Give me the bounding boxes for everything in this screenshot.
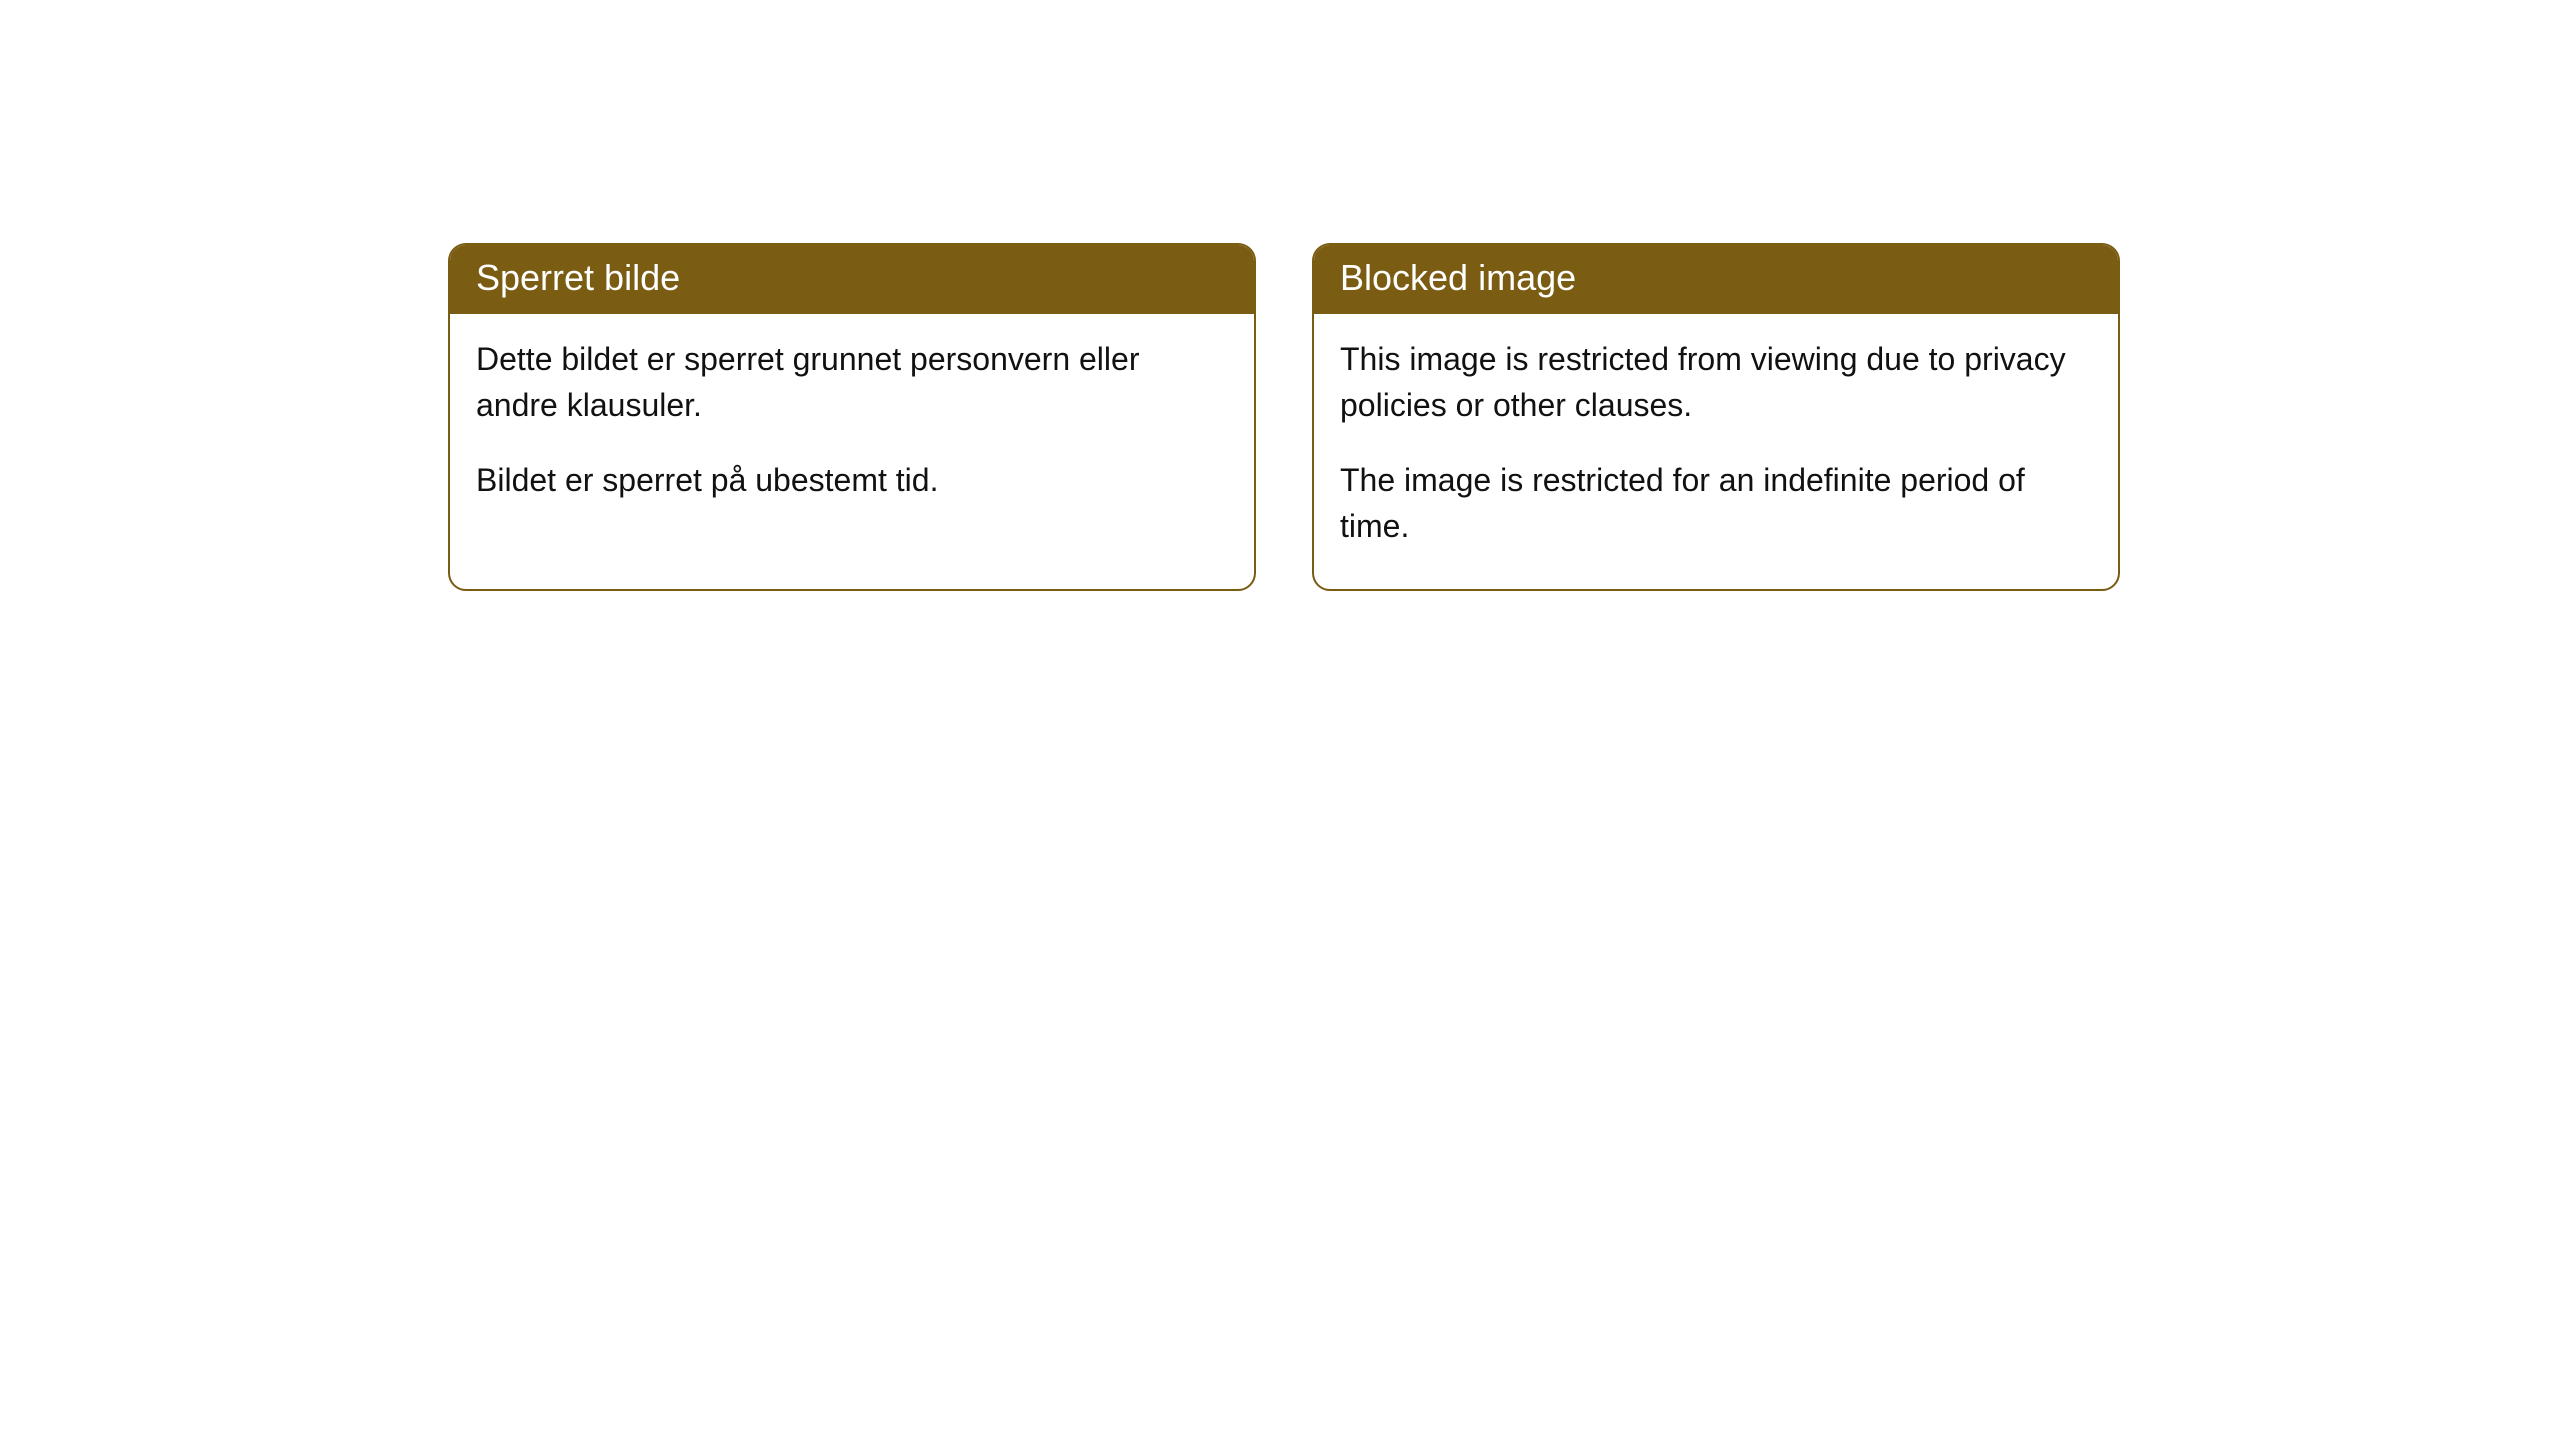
card-paragraph-2: The image is restricted for an indefinit… xyxy=(1340,457,2092,550)
card-paragraph-1: Dette bildet er sperret grunnet personve… xyxy=(476,336,1228,429)
card-header-english: Blocked image xyxy=(1314,245,2118,314)
card-body-norwegian: Dette bildet er sperret grunnet personve… xyxy=(450,314,1254,543)
card-paragraph-1: This image is restricted from viewing du… xyxy=(1340,336,2092,429)
card-body-english: This image is restricted from viewing du… xyxy=(1314,314,2118,590)
card-paragraph-2: Bildet er sperret på ubestemt tid. xyxy=(476,457,1228,503)
notice-cards-container: Sperret bilde Dette bildet er sperret gr… xyxy=(0,0,2560,591)
blocked-image-card-norwegian: Sperret bilde Dette bildet er sperret gr… xyxy=(448,243,1256,591)
card-header-norwegian: Sperret bilde xyxy=(450,245,1254,314)
blocked-image-card-english: Blocked image This image is restricted f… xyxy=(1312,243,2120,591)
